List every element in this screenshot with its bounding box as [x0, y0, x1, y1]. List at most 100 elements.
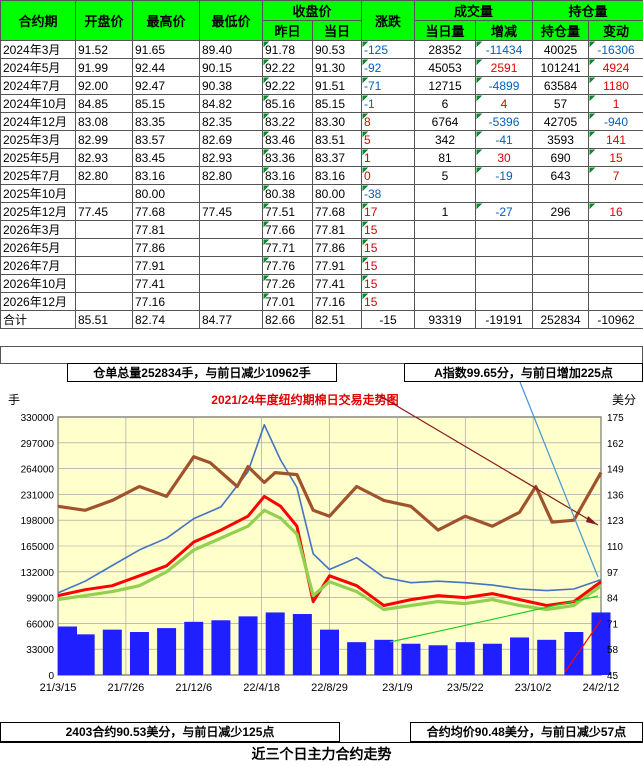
volume-bar — [374, 640, 393, 675]
cell-o: 82.80 — [76, 167, 133, 185]
cell-oc: 4924 — [589, 59, 643, 77]
col-volume: 成交量 — [415, 1, 533, 21]
cell-t: 91.51 — [313, 77, 362, 95]
xtick-label: 21/7/26 — [108, 682, 145, 694]
cell-oi: 690 — [533, 149, 589, 167]
cell-o: 91.99 — [76, 59, 133, 77]
cell-t: 83.51 — [313, 131, 362, 149]
cell-h: 92.44 — [133, 59, 200, 77]
cell-ch: 8 — [362, 113, 415, 131]
cell-p: 77.76 — [263, 257, 313, 275]
cell-v — [415, 239, 476, 257]
cell-l: 90.38 — [200, 77, 263, 95]
cell-l — [200, 257, 263, 275]
cell-ch: 15 — [362, 275, 415, 293]
cell-o: 82.99 — [76, 131, 133, 149]
cell-ch: 15 — [362, 257, 415, 275]
cell-c: 2026年12月 — [1, 293, 76, 311]
cell-vc: -5396 — [476, 113, 533, 131]
xtick-label: 22/8/29 — [311, 682, 348, 694]
cell-v: 6764 — [415, 113, 476, 131]
cell-vc — [476, 257, 533, 275]
note-contract-2403: 2403合约90.53美分，与前日减少125点 — [0, 722, 340, 742]
cell-ch: -38 — [362, 185, 415, 203]
cell-vc: -19 — [476, 167, 533, 185]
cell-c: 2026年10月 — [1, 275, 76, 293]
cell-ch: 15 — [362, 293, 415, 311]
volume-bar — [76, 634, 95, 675]
cell-vc — [476, 239, 533, 257]
col-change: 涨跌 — [362, 1, 415, 41]
ytick-left-label: 66000 — [26, 619, 54, 630]
cell-h: 77.68 — [133, 203, 200, 221]
col-close: 收盘价 — [263, 1, 362, 21]
cell-h: 77.16 — [133, 293, 200, 311]
cell-l — [200, 239, 263, 257]
cell-p: 85.16 — [263, 95, 313, 113]
cell-t: 77.16 — [313, 293, 362, 311]
cell-oi — [533, 239, 589, 257]
volume-bar — [510, 637, 529, 675]
ytick-left-label: 264000 — [21, 465, 55, 476]
xtick-label: 22/4/18 — [243, 682, 280, 694]
cell-oc: -16306 — [589, 41, 643, 59]
cell-t: 77.91 — [313, 257, 362, 275]
cell-h: 77.81 — [133, 221, 200, 239]
cell-h: 83.16 — [133, 167, 200, 185]
col-today: 当日 — [313, 21, 362, 41]
cell-c: 2024年12月 — [1, 113, 76, 131]
ytick-right-label: 175 — [607, 413, 624, 424]
cell-oc: 1 — [589, 95, 643, 113]
cell-l: 77.45 — [200, 203, 263, 221]
col-oi: 持仓量 — [533, 1, 643, 21]
header-row-1: 合约期 开盘价 最高价 最低价 收盘价 涨跌 成交量 持仓量 — [1, 1, 643, 21]
cell-oi: 40025 — [533, 41, 589, 59]
cell-v: 81 — [415, 149, 476, 167]
xtick-label: 23/10/2 — [515, 682, 552, 694]
cell-ch: 5 — [362, 131, 415, 149]
cell-vc — [476, 275, 533, 293]
col-high: 最高价 — [133, 1, 200, 41]
cell-h: 91.65 — [133, 41, 200, 59]
cell-vc: -11434 — [476, 41, 533, 59]
cell-o: 82.93 — [76, 149, 133, 167]
cell-c: 合计 — [1, 311, 76, 329]
ytick-right-label: 136 — [607, 490, 624, 501]
cell-ch: -15 — [362, 311, 415, 329]
ytick-left-label: 198000 — [21, 516, 55, 527]
volume-bar — [456, 642, 475, 675]
cell-h: 85.15 — [133, 95, 200, 113]
cell-vc: -27 — [476, 203, 533, 221]
xtick-label: 23/1/9 — [382, 682, 413, 694]
cell-o — [76, 293, 133, 311]
volume-bar — [58, 627, 77, 675]
note-avg-price: 合约均价90.48美分，与前日减少57点 — [410, 722, 643, 742]
volume-bar — [157, 628, 176, 675]
cell-ch: 17 — [362, 203, 415, 221]
cell-c: 2024年10月 — [1, 95, 76, 113]
cell-v: 45053 — [415, 59, 476, 77]
ytick-right-label: 149 — [607, 465, 624, 476]
cell-vc — [476, 185, 533, 203]
cell-oi: 42705 — [533, 113, 589, 131]
cell-v — [415, 293, 476, 311]
cell-oc: -10962 — [589, 311, 643, 329]
ytick-left-label: 33000 — [26, 645, 54, 656]
cell-h: 80.00 — [133, 185, 200, 203]
ytick-left-label: 0 — [48, 671, 54, 682]
cell-l: 82.93 — [200, 149, 263, 167]
cell-l: 89.40 — [200, 41, 263, 59]
cell-p: 77.71 — [263, 239, 313, 257]
ytick-right-label: 84 — [607, 594, 619, 605]
cell-v: 1 — [415, 203, 476, 221]
cell-oi: 101241 — [533, 59, 589, 77]
cell-c: 2024年3月 — [1, 41, 76, 59]
cell-l: 82.80 — [200, 167, 263, 185]
ytick-right-label: 97 — [607, 568, 619, 579]
cell-oi — [533, 257, 589, 275]
